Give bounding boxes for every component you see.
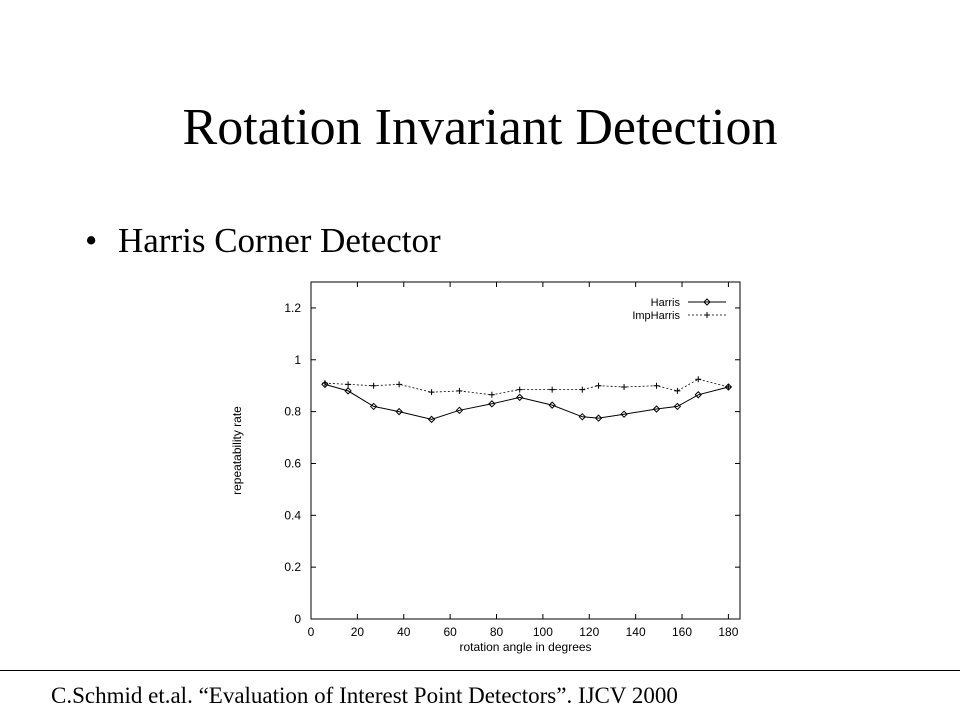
point-impharris	[549, 386, 556, 393]
point-impharris	[674, 387, 681, 394]
chart-svg: 0 20 40 60 80 100 120 140 160 180 0 0.2 0.4 0.6 0.8 1 1.…	[230, 281, 741, 654]
x-tick-label: 140	[626, 625, 646, 639]
footer-divider	[0, 670, 960, 671]
bullet-dot: •	[85, 221, 98, 260]
point-impharris	[695, 376, 702, 383]
point-impharris	[488, 391, 495, 398]
point-impharris	[595, 382, 602, 389]
point-harris	[620, 410, 628, 418]
x-tick-label: 40	[397, 625, 411, 639]
bullet-text: Harris Corner Detector	[118, 221, 441, 260]
point-harris	[548, 401, 556, 409]
point-harris	[455, 406, 464, 415]
plot-frame	[310, 281, 741, 620]
series-line-impharris	[324, 378, 729, 396]
point-impharris	[653, 382, 660, 389]
legend-marker-impharris	[704, 312, 710, 318]
y-tick-label: 0.8	[284, 405, 301, 419]
x-tick-label: 60	[443, 625, 457, 639]
point-harris	[344, 387, 352, 395]
point-harris	[694, 391, 702, 399]
x-tick-label: 180	[718, 625, 738, 639]
legend-label-impharris: ImpHarris	[632, 310, 680, 322]
point-harris	[369, 402, 378, 411]
y-tick-label: 0.6	[284, 456, 301, 470]
point-impharris	[725, 383, 732, 390]
point-impharris	[396, 381, 403, 388]
point-impharris	[516, 386, 523, 393]
y-tick-label: 1	[294, 353, 301, 367]
point-impharris	[321, 380, 328, 387]
x-tick-label: 120	[579, 625, 599, 639]
y-tick-label: 0.4	[284, 508, 301, 522]
x-tick-label: 160	[672, 625, 692, 639]
bullet-item: • Harris Corner Detector	[85, 215, 441, 267]
point-harris	[578, 413, 587, 421]
y-tick-label: 0	[294, 612, 301, 626]
x-tick-label: 20	[351, 625, 365, 639]
point-harris	[395, 407, 403, 416]
series-line-harris	[324, 383, 729, 420]
legend-marker-harris	[703, 298, 711, 306]
legend-label-harris: Harris	[651, 297, 681, 309]
x-axis-label: rotation angle in degrees	[459, 640, 591, 654]
point-impharris	[621, 383, 628, 390]
point-harris	[488, 400, 496, 408]
y-axis-label: repeatability rate	[230, 406, 244, 495]
x-tick-label: 0	[308, 625, 315, 639]
point-harris	[427, 415, 436, 424]
slide-title: Rotation Invariant Detection	[182, 99, 778, 156]
point-harris	[673, 402, 682, 411]
repeatability-chart: 0 20 40 60 80 100 120 140 160 180 0 0.2 0.4 0.6 0.8 1 1.…	[225, 280, 745, 660]
x-tick-label: 80	[490, 625, 504, 639]
point-harris	[594, 414, 603, 422]
point-harris	[515, 393, 524, 402]
citation: C.Schmid et.al. “Evaluation of Interest …	[51, 683, 678, 708]
point-impharris	[370, 382, 377, 389]
point-harris	[652, 405, 661, 413]
point-impharris	[345, 381, 352, 388]
x-tick-label: 100	[533, 625, 553, 639]
y-tick-label: 0.2	[284, 560, 301, 574]
y-tick-label: 1.2	[284, 301, 301, 315]
point-impharris	[428, 389, 435, 396]
point-impharris	[579, 386, 586, 393]
point-impharris	[456, 387, 463, 394]
